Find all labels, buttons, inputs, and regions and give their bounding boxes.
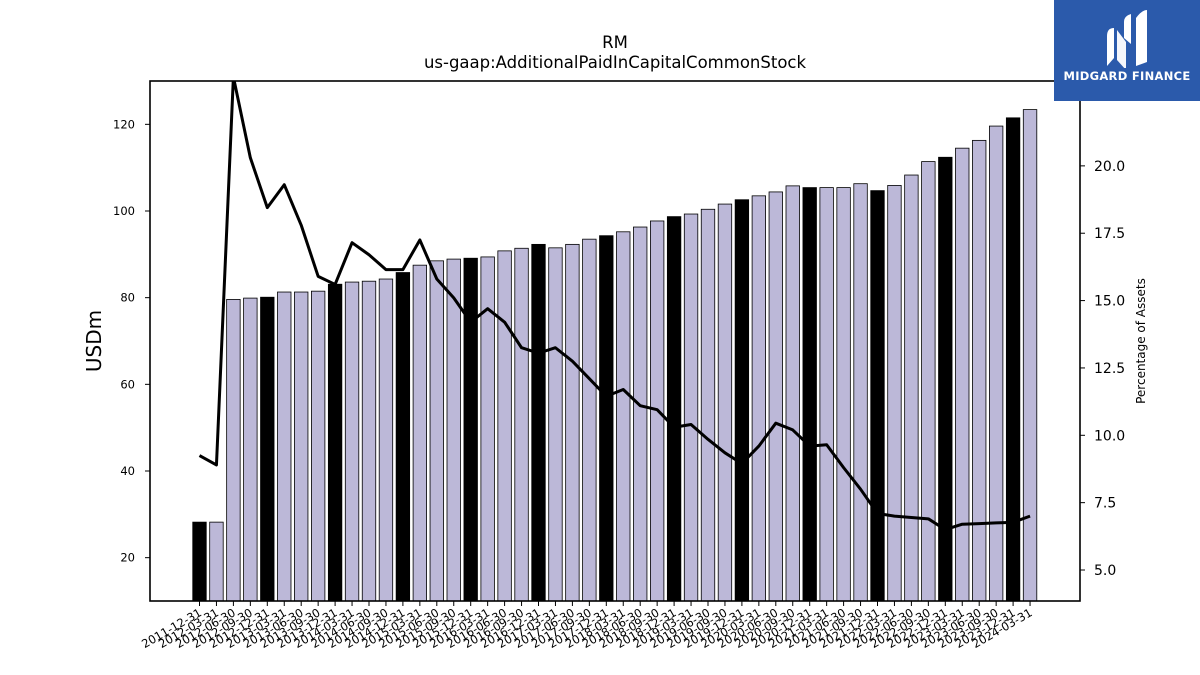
bar (700, 208, 716, 602)
y-axis-right: 5.0 7.5 10.0 12.5 15.0 17.5 20.0 (1080, 159, 1125, 579)
bar (463, 257, 478, 602)
bar (582, 238, 597, 602)
bar (887, 185, 902, 602)
bar (1022, 109, 1038, 602)
bar (226, 298, 241, 602)
bar (446, 258, 461, 602)
bar (836, 187, 851, 602)
bar (972, 139, 987, 602)
bars-group (192, 109, 1038, 602)
y-tick-label: 40 (120, 464, 135, 478)
midgard-logo-mark-icon (1107, 10, 1147, 68)
bar (802, 187, 817, 602)
y2-tick-label: 10.0 (1094, 428, 1125, 444)
bar (616, 231, 631, 602)
bar (243, 297, 258, 602)
bar (531, 243, 546, 602)
y-tick-label: 100 (113, 204, 135, 218)
logo-text: MIDGARD FINANCE (1063, 69, 1191, 83)
bar (378, 278, 394, 602)
plot-frame (149, 80, 1081, 602)
bar (277, 291, 292, 602)
bar (599, 235, 614, 602)
y-tick-label: 60 (120, 377, 135, 391)
y2-tick-label: 17.5 (1094, 226, 1125, 242)
y2-tick-label: 12.5 (1094, 361, 1125, 377)
bar (327, 283, 343, 602)
bar (395, 272, 411, 602)
bar (209, 521, 224, 602)
bar (938, 156, 953, 602)
bar (819, 187, 834, 602)
bar (853, 183, 868, 602)
y-tick-label: 80 (120, 291, 135, 305)
bar (870, 190, 885, 602)
y2-tick-label: 20.0 (1094, 159, 1125, 175)
bar (955, 147, 970, 602)
line-group (198, 81, 1031, 532)
series-line (198, 81, 1031, 532)
y2-tick-label: 15.0 (1094, 294, 1125, 310)
bar (785, 185, 800, 602)
bar (989, 125, 1004, 602)
bar (310, 290, 326, 602)
y2-tick-label: 7.5 (1094, 496, 1116, 512)
bar (344, 281, 360, 602)
bar (361, 280, 377, 602)
bar (683, 213, 699, 602)
bar (666, 216, 682, 602)
bar (1005, 117, 1021, 602)
y2-axis-label: Percentage of Assets (1134, 278, 1148, 404)
x-axis: 2011-12-312012-03-312012-06-302012-09-30… (139, 601, 1035, 651)
bar (548, 247, 563, 602)
bar (429, 260, 444, 602)
bar (751, 195, 766, 602)
bar (260, 296, 275, 602)
y-tick-label: 20 (120, 551, 135, 565)
bar (768, 191, 783, 602)
chart-title: RM (602, 33, 628, 52)
bar (633, 226, 648, 602)
bar (412, 264, 428, 602)
bar (514, 247, 529, 602)
y-axis-left: 20 40 60 80 100 120 (113, 117, 150, 565)
bar (192, 521, 207, 602)
y-tick-label: 120 (113, 117, 135, 131)
bar (904, 174, 919, 602)
chart-subtitle: us-gaap:AdditionalPaidInCapitalCommonSto… (424, 53, 807, 72)
logo: MIDGARD FINANCE (1054, 0, 1200, 101)
bar (294, 291, 309, 602)
bar (565, 243, 580, 602)
y2-tick-label: 5.0 (1094, 563, 1116, 579)
bar (717, 203, 733, 602)
y-axis-label: USDm (82, 310, 106, 372)
bar (921, 161, 936, 602)
bar (497, 250, 512, 602)
bar (734, 199, 750, 602)
